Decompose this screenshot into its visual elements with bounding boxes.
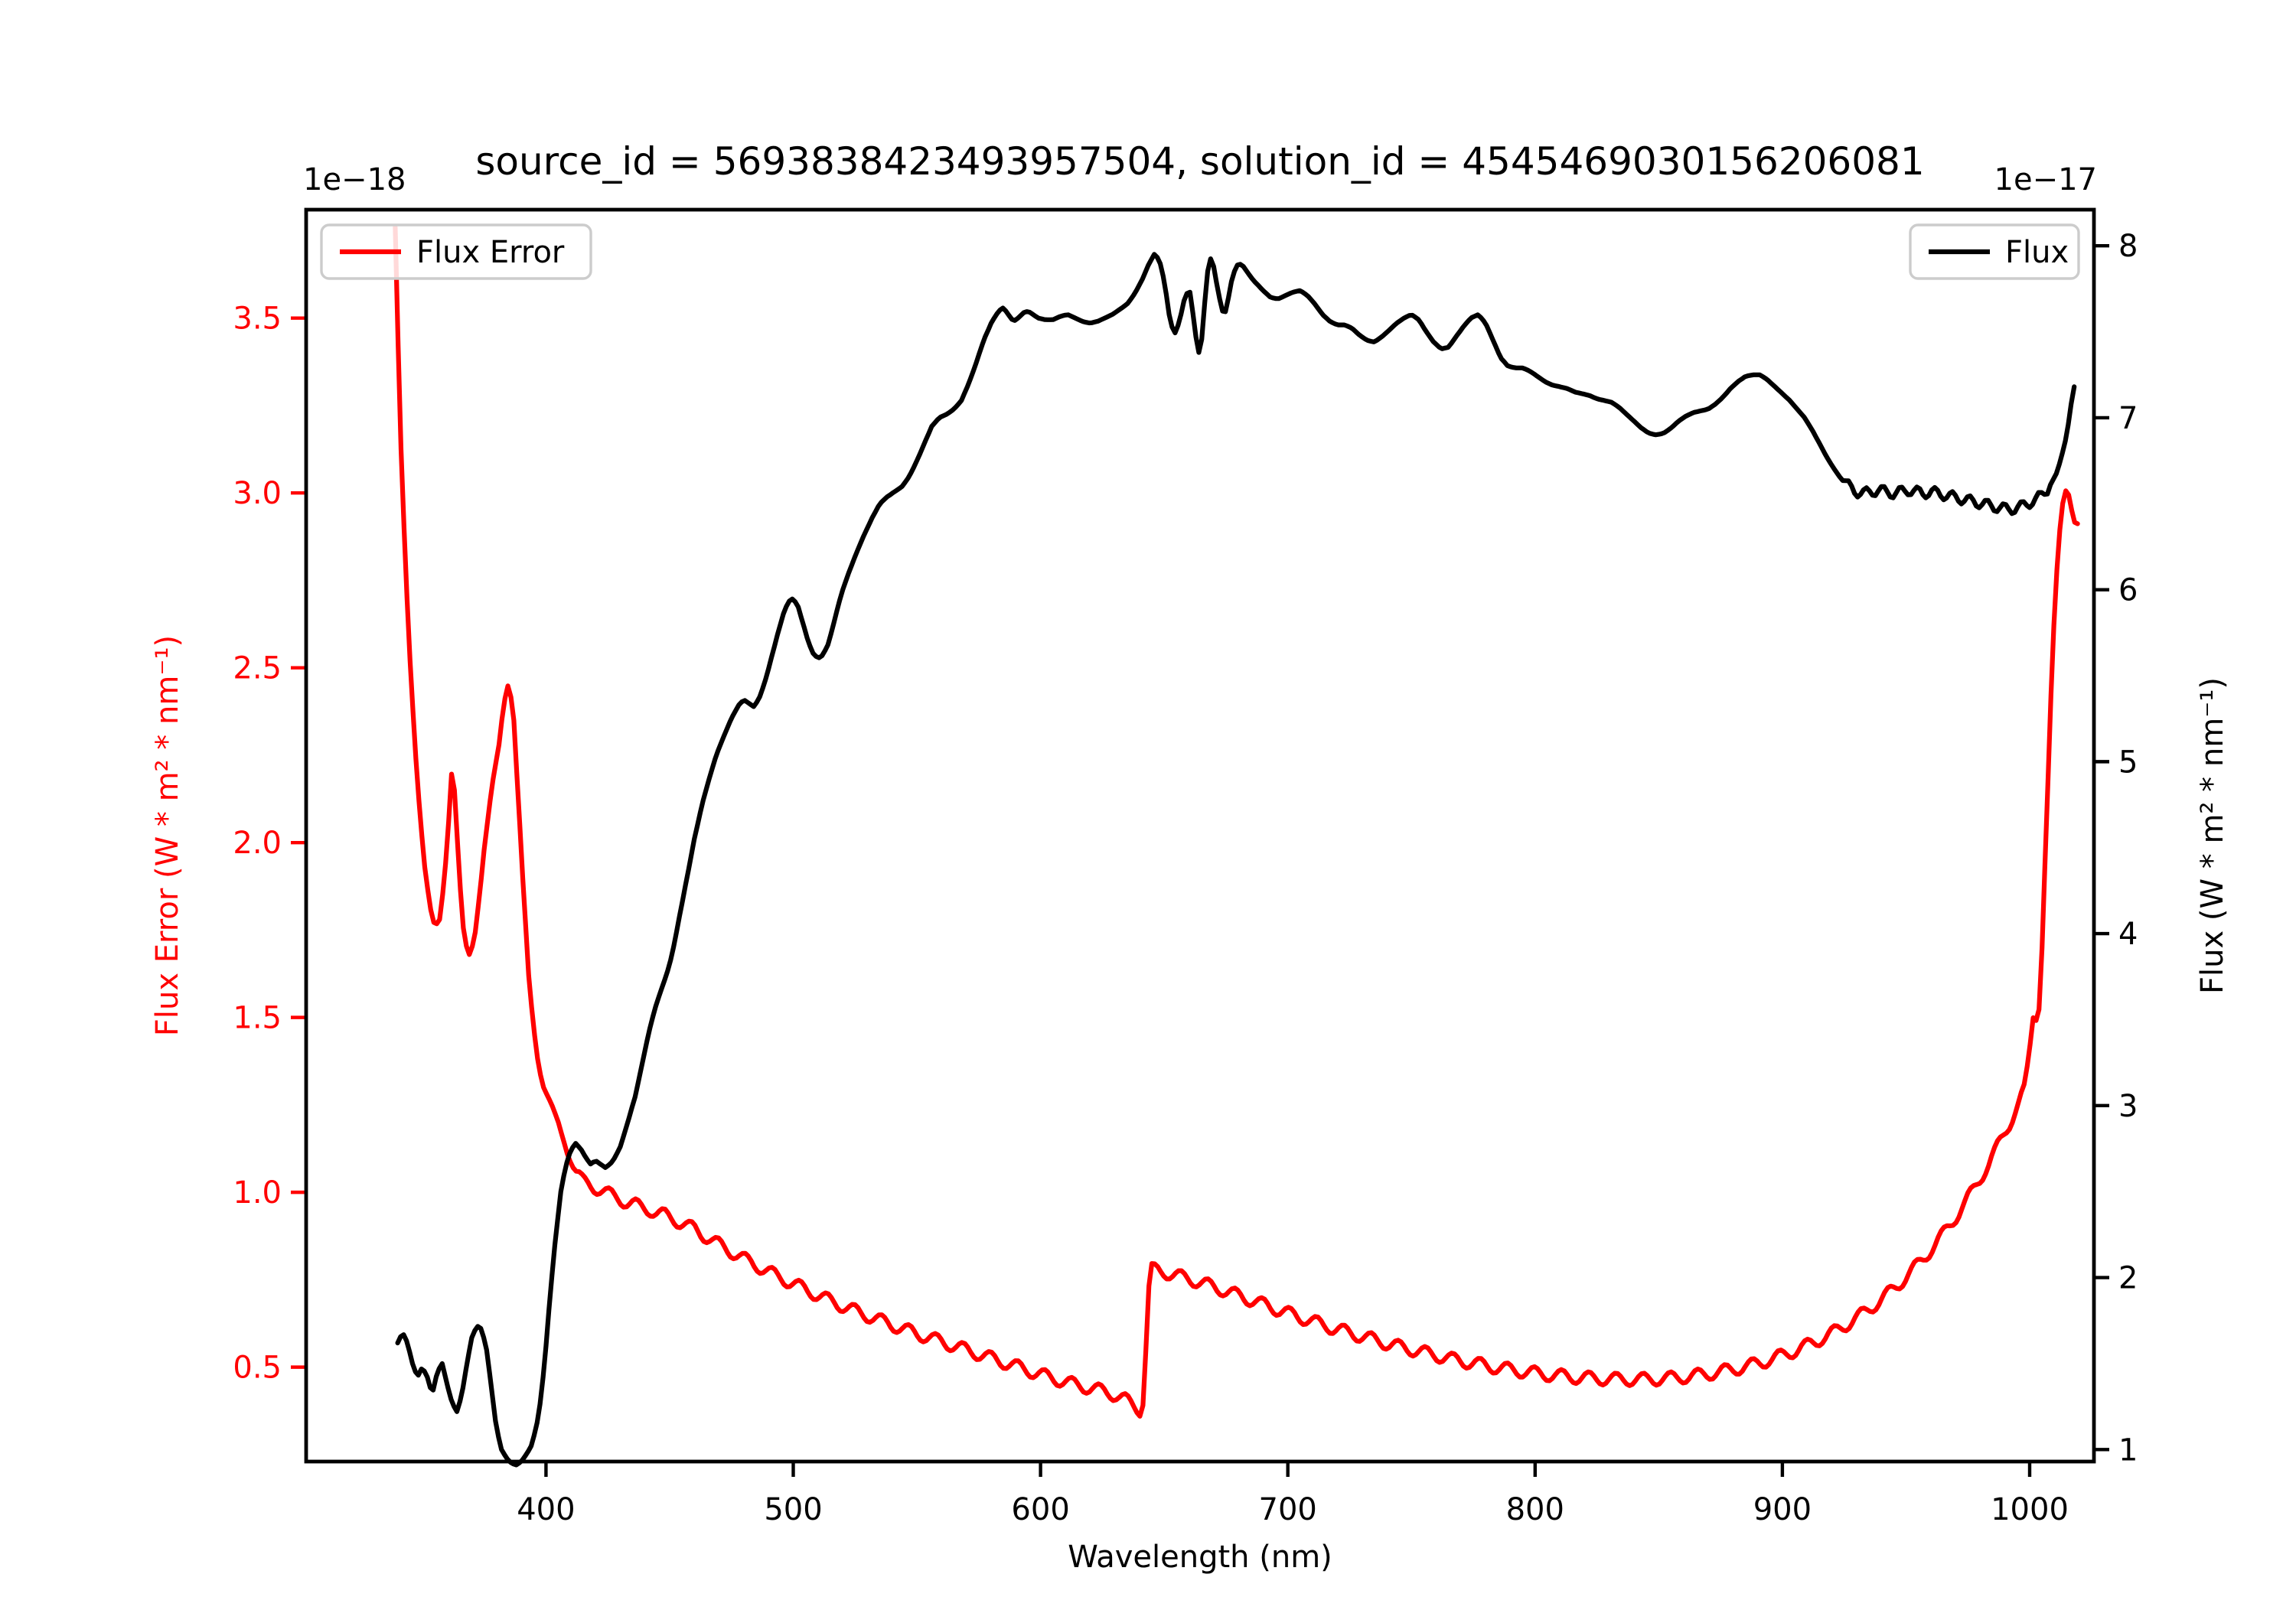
right-axis-title: Flux (W * m² * nm⁻¹) <box>2195 677 2230 994</box>
right-y-tick-label: 1 <box>2118 1432 2138 1468</box>
x-tick-label: 500 <box>764 1492 822 1527</box>
right-y-tick-label: 4 <box>2118 917 2138 952</box>
right-y-tick-label: 6 <box>2118 573 2138 608</box>
left-axis-scale-label: 1e−18 <box>303 162 406 197</box>
right-y-tick-label: 7 <box>2118 401 2138 436</box>
legend-flux-label: Flux <box>2005 235 2069 270</box>
legend-flux-error-frame <box>320 223 592 280</box>
right-y-tick-label: 5 <box>2118 745 2138 780</box>
legend-flux: Flux <box>1909 223 2080 280</box>
legend-flux-error: Flux Error <box>320 223 592 280</box>
x-tick-label: 1000 <box>1991 1492 2069 1527</box>
left-y-tick-label: 3.5 <box>233 301 282 337</box>
axes-spine <box>304 207 2096 1464</box>
x-tick-label: 900 <box>1753 1492 1812 1527</box>
flux-error-line <box>393 224 2080 1419</box>
left-y-tick-label: 2.0 <box>233 826 282 861</box>
left-y-tick-label: 0.5 <box>233 1351 282 1386</box>
x-tick-label: 600 <box>1011 1492 1069 1527</box>
left-axis-title: Flux Error (W * m² * nm⁻¹) <box>150 635 185 1036</box>
x-tick-label: 800 <box>1506 1492 1564 1527</box>
chart-title: source_id = 5693838423493957504, solutio… <box>475 139 1924 184</box>
right-axis-scale-label: 1e−17 <box>1994 162 2097 197</box>
left-y-tick-label: 1.0 <box>233 1175 282 1211</box>
right-y-tick-label: 2 <box>2118 1261 2138 1296</box>
left-y-tick-label: 3.0 <box>233 476 282 511</box>
legend-flux-error-label: Flux Error <box>416 235 565 270</box>
x-tick-label: 400 <box>517 1492 575 1527</box>
right-y-tick-label: 3 <box>2118 1089 2138 1124</box>
flux-line <box>395 252 2077 1468</box>
x-axis-title: Wavelength (nm) <box>1068 1540 1332 1575</box>
x-tick-label: 700 <box>1259 1492 1317 1527</box>
legend-flux-frame <box>1909 223 2080 280</box>
left-y-tick-label: 2.5 <box>233 651 282 686</box>
left-y-tick-label: 1.5 <box>233 1001 282 1036</box>
right-y-tick-label: 8 <box>2118 229 2138 264</box>
